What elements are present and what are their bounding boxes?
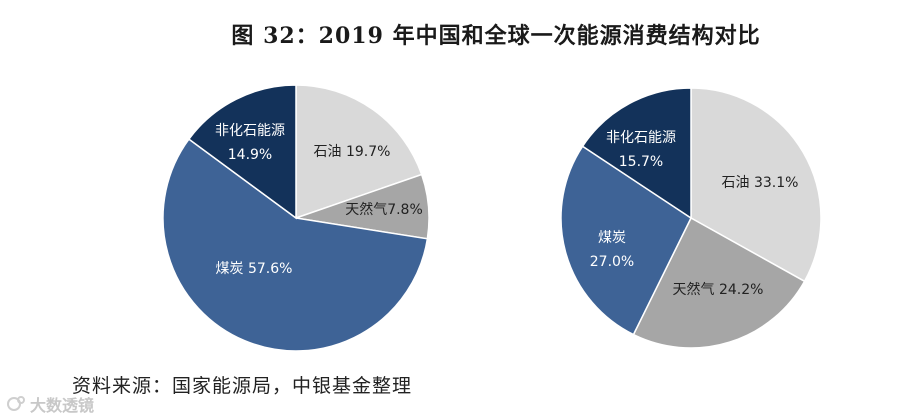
watermark: 大数透镜 xyxy=(6,392,94,416)
data-label-nonfossil: 非化石能源 15.7% xyxy=(606,130,676,170)
slice-gas xyxy=(632,216,806,349)
slice-coal xyxy=(560,145,692,336)
chart-title: 图 32：2019 年中国和全球一次能源消费结构对比 xyxy=(0,18,900,50)
data-label-oil: 石油 19.7% xyxy=(314,144,391,160)
slice-nonfossil xyxy=(187,84,297,220)
data-label-gas: 天然气7.8% xyxy=(345,201,423,218)
watermark-text: 大数透镜 xyxy=(30,396,95,415)
watermark-logo-icon xyxy=(7,396,25,411)
data-label-nonfossil: 非化石能源 14.9% xyxy=(215,123,285,163)
source-note: 资料来源：国家能源局，中银基金整理 xyxy=(72,375,413,397)
slice-oil xyxy=(690,87,822,283)
data-label-gas: 天然气 24.2% xyxy=(673,281,764,298)
slice-nonfossil xyxy=(581,87,692,220)
pie-china: 石油 19.7% 天然气7.8% 煤炭 57.6% 非化石能源 14.9% xyxy=(162,84,430,352)
slice-coal xyxy=(162,138,429,352)
chart-title-text: 图 32：2019 年中国和全球一次能源消费结构对比 xyxy=(231,23,761,49)
data-label-oil: 石油 33.1% xyxy=(722,175,799,191)
pie-global: 石油 33.1% 天然气 24.2% 煤炭 27.0% 非化石能源 15.7% xyxy=(560,87,822,349)
data-label-coal: 煤炭 57.6% xyxy=(216,261,293,277)
data-label-coal: 煤炭 27.0% xyxy=(590,230,634,270)
